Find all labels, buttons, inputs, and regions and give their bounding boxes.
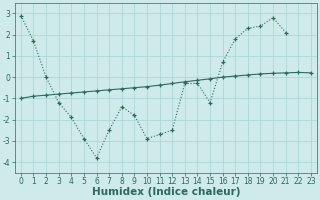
X-axis label: Humidex (Indice chaleur): Humidex (Indice chaleur) bbox=[92, 187, 240, 197]
